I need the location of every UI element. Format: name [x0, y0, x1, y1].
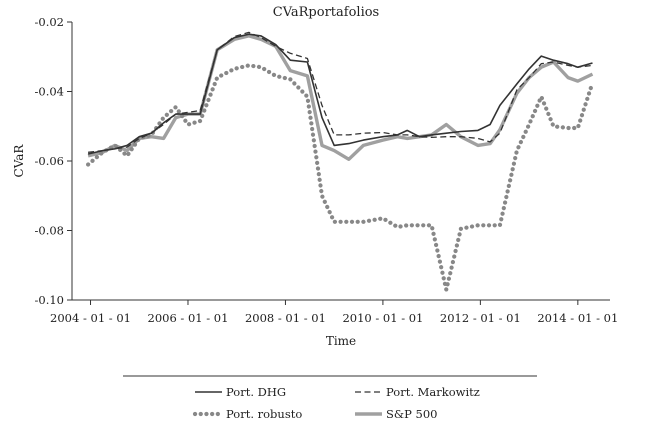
legend-label-1: Port. DHG — [226, 385, 286, 399]
chart-title: CVaRportafolios — [273, 5, 379, 20]
x-ticks: 2004 - 01 - 01 2006 - 01 - 01 2008 - 01 - … — [50, 300, 618, 325]
legend: Port. DHG Port. Markowitz Port. robusto S&P… — [192, 385, 480, 421]
legend-label-2: Port. Markowitz — [386, 385, 480, 399]
x-tick-label: 2004 - 01 - 01 — [50, 311, 131, 325]
x-tick-label: 2008 - 01 - 01 — [245, 311, 326, 325]
y-tick-label: -0.04 — [35, 85, 65, 99]
x-axis-label: Time — [326, 334, 356, 348]
series-line-1 — [87, 33, 593, 155]
legend-label-4: S&P 500 — [386, 407, 437, 421]
series-line-2 — [88, 31, 593, 153]
series-line-3 — [85, 63, 595, 292]
legend-label-3: Port. robusto — [226, 407, 302, 421]
y-axis-label: CVaR — [12, 144, 26, 178]
y-tick-label: -0.10 — [35, 293, 65, 307]
y-tick-label: -0.08 — [35, 224, 65, 238]
x-tick-label: 2010 - 01 - 01 — [342, 311, 423, 325]
series-line-4 — [87, 34, 594, 162]
y-ticks: -0.02 -0.04 -0.06 -0.08 -0.10 — [35, 15, 72, 307]
x-tick-label: 2014 - 01 - 01 — [537, 311, 618, 325]
y-tick-label: -0.06 — [35, 154, 65, 168]
x-tick-label: 2012 - 01 - 01 — [440, 311, 521, 325]
series-layer — [85, 31, 595, 292]
x-tick-label: 2006 - 01 - 01 — [148, 311, 229, 325]
y-tick-label: -0.02 — [35, 15, 65, 29]
